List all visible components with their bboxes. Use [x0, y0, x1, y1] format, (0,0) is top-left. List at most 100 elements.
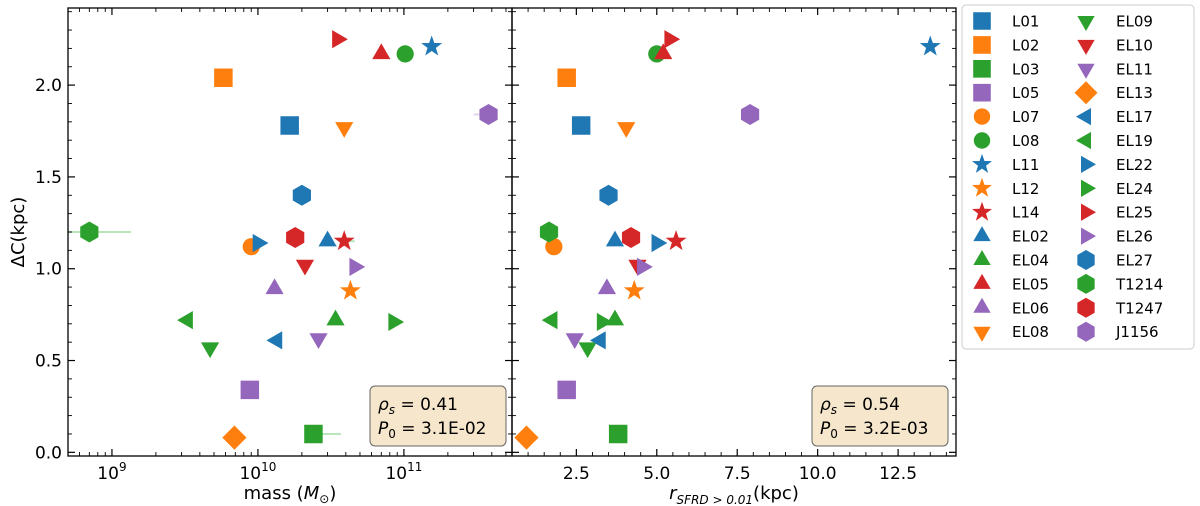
legend-marker-EL27 [1077, 250, 1095, 270]
legend-item-L01: L01 [973, 12, 1039, 31]
legend-label: T1247 [1115, 299, 1163, 317]
point-L01 [280, 116, 299, 135]
legend-item-L02: L02 [973, 36, 1039, 54]
point-EL25 [332, 30, 348, 49]
point-L14 [665, 230, 687, 251]
legend-label: L02 [1012, 36, 1039, 54]
legend-label: EL13 [1116, 84, 1153, 102]
radius-p-sub: 0 [830, 427, 838, 441]
y-tick-label: 0.5 [35, 352, 62, 372]
legend-item-EL27: EL27 [1077, 250, 1153, 270]
point-EL05 [372, 43, 391, 60]
legend-item-EL13: EL13 [1074, 81, 1153, 105]
legend-marker-EL25 [1081, 203, 1096, 221]
mass-panel: 109 1010 1011 0.0 0.5 1.0 1.5 2.0 ρs = 0.41 P0… [8, 7, 513, 506]
legend-marker-EL09 [1077, 16, 1095, 31]
legend-label: EL04 [1012, 252, 1049, 270]
legend-item-T1247: T1247 [1077, 297, 1163, 318]
point-L02 [214, 68, 233, 88]
legend-item-EL22: EL22 [1081, 155, 1153, 174]
legend-item-L14: L14 [972, 201, 1039, 222]
point-T1247 [621, 227, 641, 249]
point-L12 [623, 279, 645, 300]
point-L03 [304, 424, 323, 444]
legend-label: EL06 [1012, 299, 1049, 317]
legend-item-L07: L07 [973, 108, 1039, 126]
legend-item-EL10: EL10 [1077, 36, 1153, 55]
point-EL09 [578, 342, 597, 359]
mass-x-axis-label: mass (M⊙) [244, 483, 337, 506]
point-EL09 [200, 342, 220, 359]
legend-item-EL17: EL17 [1076, 107, 1153, 126]
legend-marker-EL26 [1081, 227, 1096, 245]
legend-marker-L05 [973, 83, 991, 102]
mass-rho-sub: s [389, 403, 395, 417]
point-EL05 [654, 43, 673, 60]
legend-marker-L12 [972, 177, 992, 197]
point-T1214 [80, 221, 99, 243]
point-EL26 [637, 257, 653, 276]
mass-p-value: = 3.1E-02 [396, 419, 487, 439]
legend-marker-L03 [973, 60, 991, 78]
legend-label: L11 [1012, 156, 1039, 174]
point-EL19 [541, 311, 558, 330]
point-EL17 [589, 331, 606, 350]
svg-text:ρs = 0.41: ρs = 0.41 [378, 395, 458, 417]
legend-marker-L07 [973, 108, 991, 125]
legend-item-EL24: EL24 [1081, 179, 1153, 198]
radius-x-axis-unit: (kpc) [753, 483, 799, 504]
point-EL02 [318, 230, 337, 247]
legend-item-EL05: EL05 [973, 273, 1049, 293]
legend-label: EL22 [1116, 156, 1153, 174]
point-EL22 [651, 233, 668, 253]
point-EL25 [664, 30, 681, 49]
mass-rho-label: ρ [378, 395, 389, 415]
legend-marker-EL11 [1077, 63, 1095, 79]
legend-label: L03 [1012, 60, 1039, 78]
legend-label: EL25 [1116, 204, 1153, 222]
svg-text:P0 = 3.1E-02: P0 = 3.1E-02 [378, 419, 487, 441]
legend-item-J1156: J1156 [1077, 321, 1159, 342]
legend-marker-EL02 [973, 226, 991, 242]
point-L05 [557, 380, 576, 400]
point-EL08 [617, 122, 636, 138]
legend-label: EL17 [1116, 108, 1153, 126]
point-EL13 [514, 425, 539, 450]
point-EL22 [252, 233, 269, 253]
legend-label: L14 [1012, 204, 1039, 222]
legend-item-L08: L08 [973, 132, 1039, 150]
legend-item-L11: L11 [972, 153, 1039, 174]
legend-item-EL06: EL06 [973, 297, 1049, 317]
radius-x-axis-sub: SFRD > 0.01 [677, 493, 754, 506]
legend-label: EL26 [1116, 228, 1153, 246]
radius-x-axis-label: rSFRD > 0.01(kpc) [669, 483, 799, 506]
radius-x-axis-main: r [669, 483, 678, 504]
mass-stats-box: ρs = 0.41 P0 = 3.1E-02 [369, 385, 507, 447]
point-L11 [919, 35, 941, 56]
legend-item-EL08: EL08 [973, 323, 1049, 342]
point-EL10 [295, 259, 315, 276]
legend-item-EL04: EL04 [973, 250, 1049, 270]
legend-marker-L02 [973, 36, 991, 54]
point-T1214 [539, 221, 559, 243]
x-tick-label: 1011 [385, 460, 422, 484]
legend-item-EL26: EL26 [1081, 227, 1153, 246]
legend-marker-EL19 [1076, 131, 1091, 150]
point-L05 [240, 380, 260, 400]
mass-rho-value: = 0.41 [395, 395, 458, 415]
point-EL11 [565, 333, 584, 349]
y-axis-label: ΔC(kpc) [8, 197, 29, 268]
legend-label: EL19 [1116, 132, 1153, 150]
legend-item-T1214: T1214 [1077, 273, 1163, 294]
legend-label: T1214 [1115, 275, 1163, 293]
legend-marker-EL06 [973, 297, 991, 313]
svg-text:P0 = 3.2E-03: P0 = 3.2E-03 [820, 419, 929, 441]
legend-marker-EL17 [1076, 107, 1091, 126]
radius-p-label: P [820, 419, 831, 439]
legend-marker-EL08 [973, 326, 991, 342]
legend-label: L07 [1012, 108, 1039, 126]
point-L02 [557, 68, 576, 88]
legend-marker-L14 [972, 201, 992, 221]
x-tick-label: 109 [97, 460, 126, 484]
legend-label: L01 [1012, 13, 1039, 31]
